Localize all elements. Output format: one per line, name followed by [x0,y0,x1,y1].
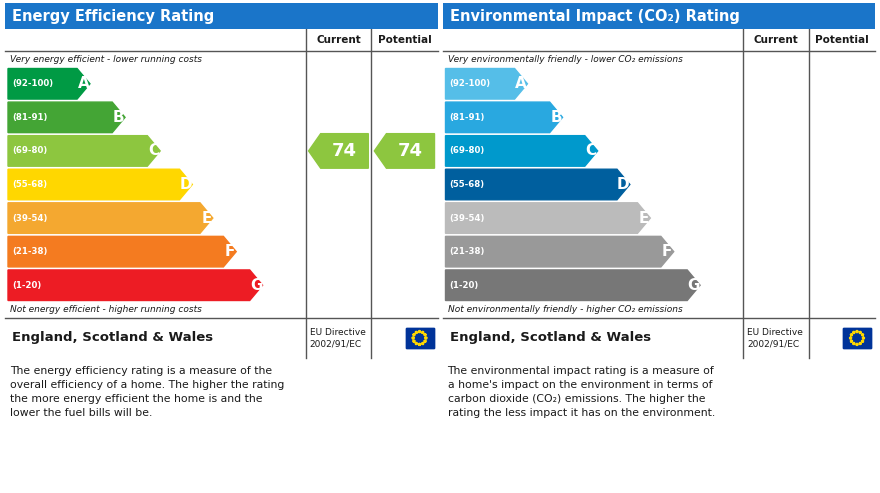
Polygon shape [849,337,852,339]
Polygon shape [853,331,855,334]
Polygon shape [8,270,262,301]
Polygon shape [418,343,421,346]
Text: G: G [687,278,700,293]
Polygon shape [445,203,650,233]
Text: (21-38): (21-38) [12,247,48,256]
Polygon shape [8,102,125,133]
Text: Environmental Impact (CO₂) Rating: Environmental Impact (CO₂) Rating [450,8,739,24]
Bar [5,29,437,358]
Bar [843,328,871,348]
Text: B: B [550,110,562,125]
Polygon shape [855,330,858,333]
Text: D: D [180,177,192,192]
Polygon shape [445,270,700,301]
Polygon shape [413,340,415,343]
Bar [5,3,437,29]
Text: (92-100): (92-100) [12,79,53,88]
Text: C: C [586,143,597,158]
Polygon shape [413,333,415,336]
Polygon shape [422,331,424,334]
Polygon shape [862,337,865,339]
Text: D: D [617,177,630,192]
Polygon shape [445,169,630,200]
Text: 74: 74 [398,142,423,160]
Polygon shape [445,236,674,267]
Polygon shape [374,134,435,168]
Text: (92-100): (92-100) [450,79,491,88]
Text: A: A [77,76,90,91]
Polygon shape [423,333,427,336]
Text: (69-80): (69-80) [12,146,48,155]
Text: The environmental impact rating is a measure of
a home's impact on the environme: The environmental impact rating is a mea… [448,366,715,418]
Polygon shape [445,102,562,133]
Text: (81-91): (81-91) [450,113,485,122]
Text: (1-20): (1-20) [12,281,41,290]
Text: Current: Current [753,35,798,45]
Text: Not energy efficient - higher running costs: Not energy efficient - higher running co… [10,306,202,315]
Polygon shape [422,342,424,345]
Polygon shape [853,342,855,345]
Text: 74: 74 [332,142,357,160]
Bar [406,328,434,348]
Polygon shape [309,134,369,168]
Polygon shape [8,136,160,166]
Text: Very environmentally friendly - lower CO₂ emissions: Very environmentally friendly - lower CO… [448,55,682,64]
Text: Potential: Potential [815,35,869,45]
Polygon shape [423,340,427,343]
Text: (81-91): (81-91) [12,113,48,122]
Text: B: B [113,110,124,125]
Text: (21-38): (21-38) [450,247,485,256]
Text: Not environmentally friendly - higher CO₂ emissions: Not environmentally friendly - higher CO… [448,306,682,315]
Polygon shape [418,330,421,333]
Bar [843,328,871,348]
Bar [406,328,434,348]
Polygon shape [8,69,90,99]
Text: The energy efficiency rating is a measure of the
overall efficiency of a home. T: The energy efficiency rating is a measur… [10,366,284,418]
Text: G: G [250,278,262,293]
Text: Current: Current [316,35,361,45]
Polygon shape [8,169,193,200]
Text: E: E [202,211,211,226]
Text: England, Scotland & Wales: England, Scotland & Wales [450,331,650,345]
Text: F: F [224,244,235,259]
Text: England, Scotland & Wales: England, Scotland & Wales [12,331,213,345]
Text: (55-68): (55-68) [12,180,48,189]
Polygon shape [424,337,428,339]
Polygon shape [859,342,862,345]
Text: (39-54): (39-54) [450,213,485,222]
Text: A: A [515,76,527,91]
Polygon shape [850,333,853,336]
Text: EU Directive
2002/91/EC: EU Directive 2002/91/EC [747,328,803,349]
Polygon shape [862,333,864,336]
Text: E: E [639,211,649,226]
Polygon shape [412,337,414,339]
Text: EU Directive
2002/91/EC: EU Directive 2002/91/EC [310,328,365,349]
Text: (1-20): (1-20) [450,281,479,290]
Text: F: F [662,244,672,259]
Polygon shape [859,331,862,334]
Polygon shape [855,343,858,346]
Polygon shape [8,236,236,267]
Polygon shape [850,340,853,343]
Text: Energy Efficiency Rating: Energy Efficiency Rating [12,8,214,24]
Polygon shape [445,136,598,166]
Text: (55-68): (55-68) [450,180,485,189]
Polygon shape [414,342,418,345]
Polygon shape [445,69,527,99]
Polygon shape [8,203,213,233]
Text: Potential: Potential [378,35,431,45]
Text: Very energy efficient - lower running costs: Very energy efficient - lower running co… [10,55,202,64]
Polygon shape [862,340,864,343]
Polygon shape [414,331,418,334]
Bar [443,3,875,29]
Text: (39-54): (39-54) [12,213,48,222]
Bar [443,29,875,358]
Text: (69-80): (69-80) [450,146,485,155]
Text: C: C [148,143,159,158]
